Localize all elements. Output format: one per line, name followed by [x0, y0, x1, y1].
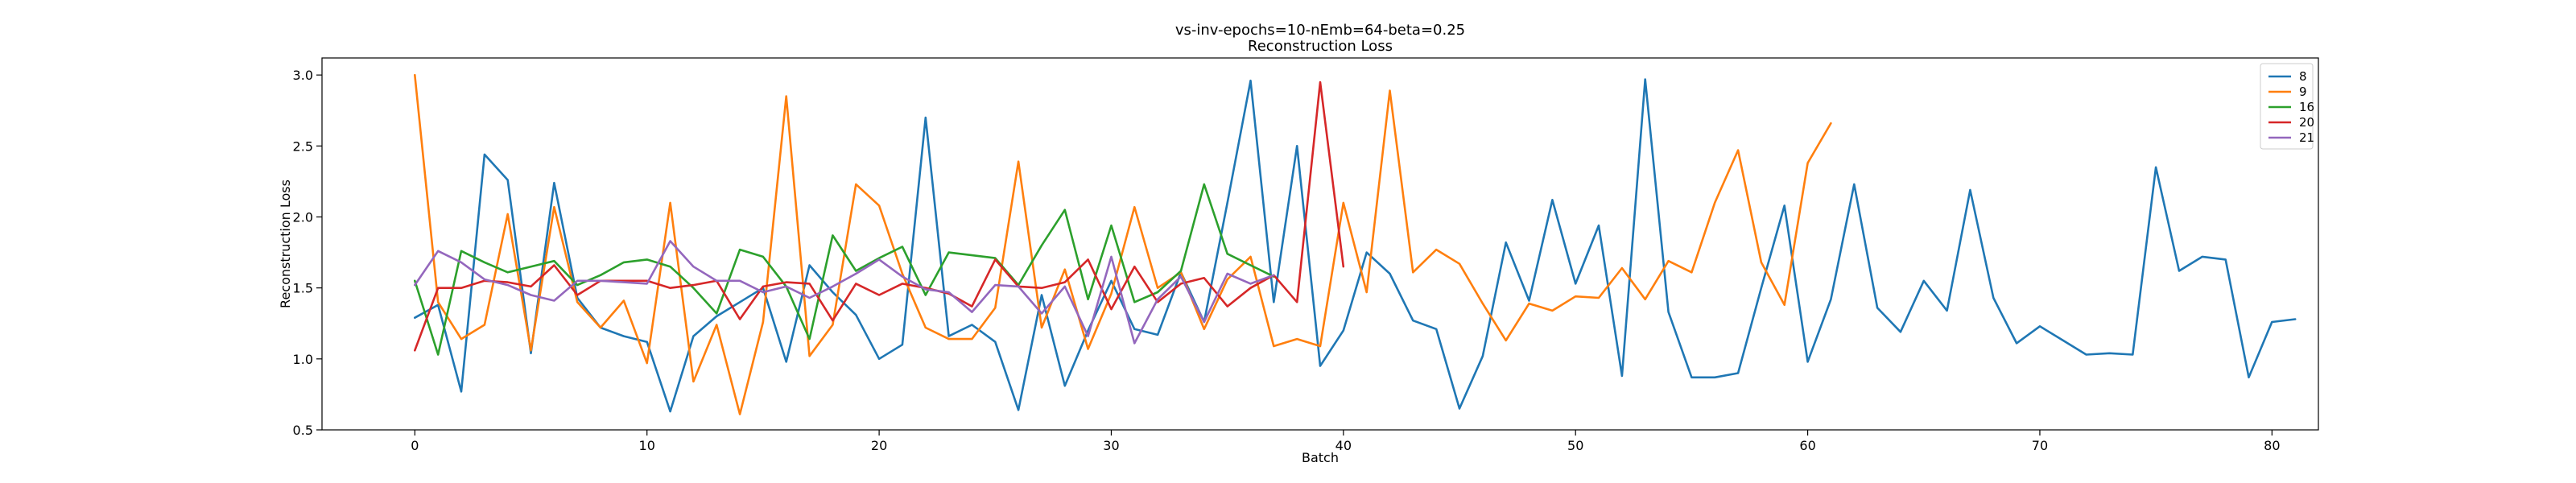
y-tick-label: 2.0 — [293, 209, 313, 225]
y-axis: 0.5 1.0 1.5 2.0 2.5 3.0 — [293, 68, 322, 438]
y-axis-label: Reconstruction Loss — [278, 180, 293, 308]
y-tick-label: 0.5 — [293, 423, 313, 438]
series-line-9 — [413, 73, 1832, 415]
series-line-21 — [413, 240, 1275, 345]
x-tick-label: 80 — [2264, 438, 2280, 453]
x-tick-label: 0 — [411, 438, 419, 453]
x-tick-label: 60 — [1799, 438, 1815, 453]
legend-label-16: 16 — [2299, 100, 2314, 114]
legend-label-20: 20 — [2299, 115, 2314, 130]
chart-subtitle: Reconstruction Loss — [1248, 38, 1393, 55]
legend-label-9: 9 — [2299, 85, 2307, 99]
x-tick-label: 50 — [1567, 438, 1583, 453]
x-axis: 0 10 20 30 40 50 60 70 80 — [411, 430, 2281, 453]
x-tick-label: 70 — [2032, 438, 2048, 453]
legend-label-21: 21 — [2299, 130, 2314, 145]
series-line-8 — [413, 78, 2297, 413]
legend-label-8: 8 — [2299, 69, 2307, 84]
y-tick-label: 3.0 — [293, 68, 313, 83]
x-tick-label: 10 — [639, 438, 655, 453]
x-tick-label: 40 — [1335, 438, 1352, 453]
series-line-16 — [413, 183, 1275, 356]
plot-frame — [321, 57, 2319, 431]
x-tick-label: 20 — [871, 438, 887, 453]
series-layer — [413, 73, 2297, 415]
series-line-20 — [413, 80, 1345, 352]
x-tick-label: 30 — [1103, 438, 1119, 453]
y-tick-label: 1.0 — [293, 352, 313, 367]
chart-title: vs-inv-epochs=10-nEmb=64-beta=0.25 — [1175, 22, 1465, 39]
y-tick-label: 1.5 — [293, 281, 313, 296]
x-axis-label: Batch — [1302, 450, 1339, 465]
y-tick-label: 2.5 — [293, 138, 313, 154]
